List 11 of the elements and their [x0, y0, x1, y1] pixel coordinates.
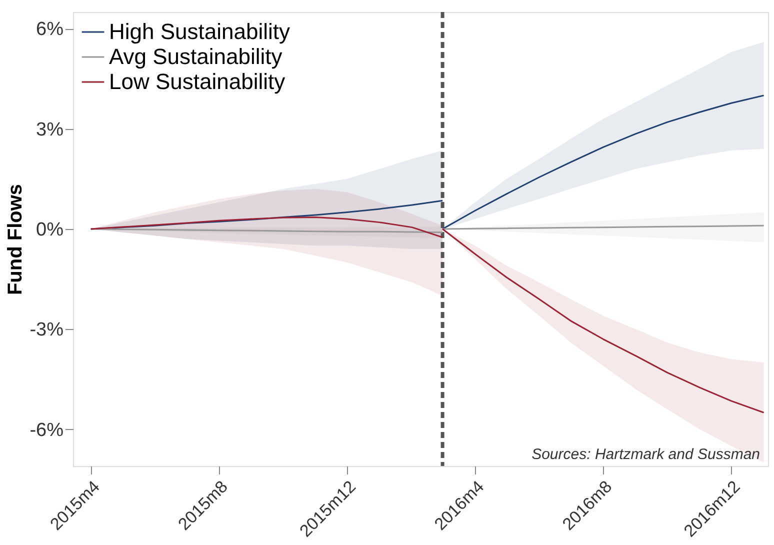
legend-label: High Sustainability [109, 19, 290, 44]
legend-label: Avg Sustainability [109, 44, 282, 69]
y-tick-label: 0% [36, 219, 64, 240]
y-tick-label: 6% [36, 19, 64, 40]
y-tick-label: -3% [30, 320, 64, 341]
line-series [442, 228, 765, 414]
y-axis-title: Fund Flows [4, 184, 27, 296]
annotation: Sources: Hartzmark and Sussman [532, 446, 760, 463]
y-tick-label: 3% [36, 119, 64, 140]
y-tick-label: -6% [30, 420, 64, 441]
legend-label: Low Sustainability [109, 69, 286, 94]
